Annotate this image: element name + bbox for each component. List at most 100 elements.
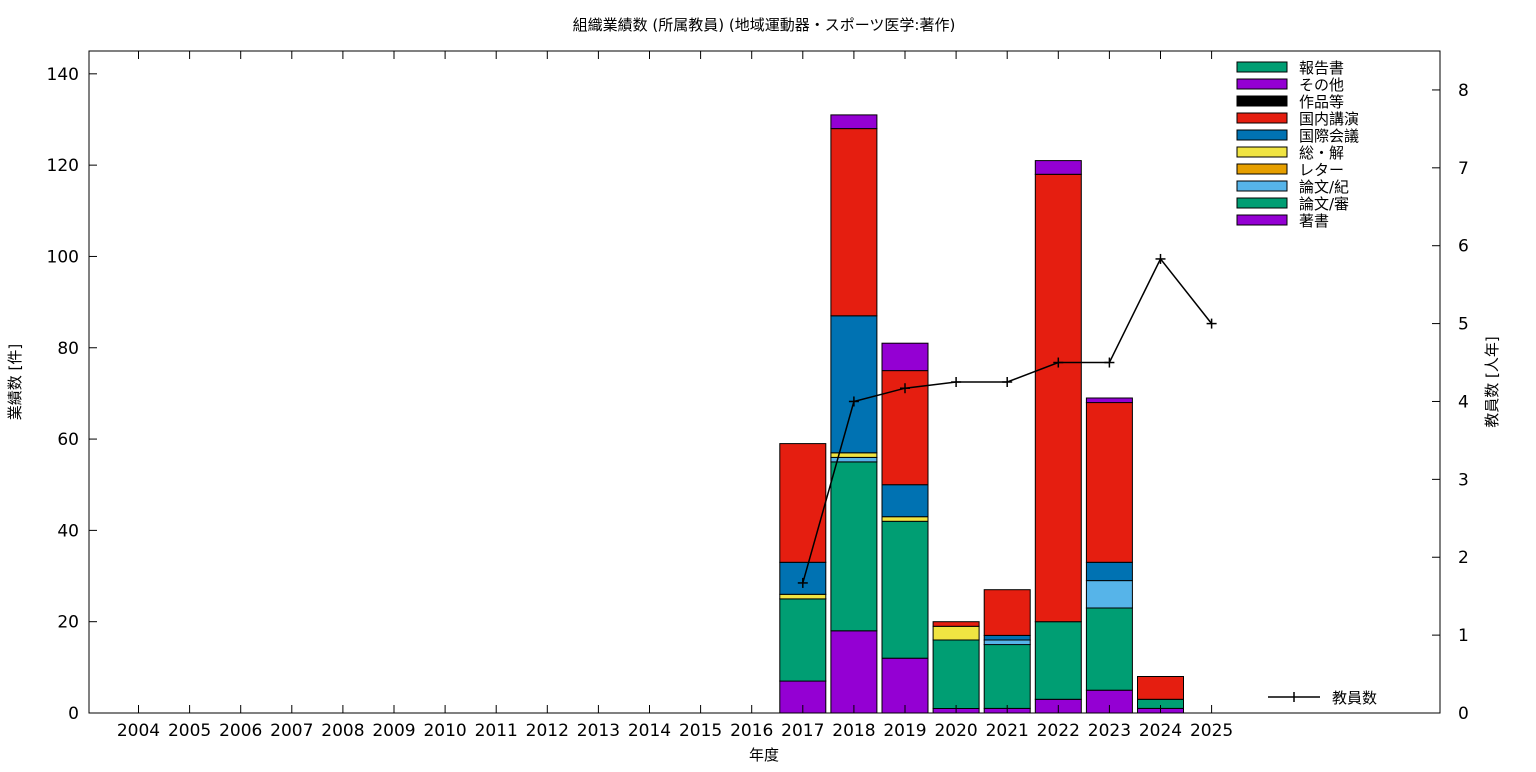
legend-label-0: 報告書: [1299, 59, 1344, 77]
axes-layer: 0 20 40 60 80 100 120 140 0 1 2 3 4 5 6 7 8 2004 2005 2006 2…: [47, 50, 1469, 741]
legend-swatch-8: [1236, 197, 1288, 209]
y-tick-label: 0: [68, 704, 79, 724]
x-tick-label: 2013: [577, 721, 620, 741]
bar-2018-series-6: [830, 128, 878, 317]
bar-2023-series-2: [1085, 580, 1133, 609]
legend-swatch-0: [1236, 61, 1288, 73]
x-tick-label: 2015: [679, 721, 722, 741]
legend-swatch-7: [1236, 180, 1288, 192]
x-tick-label: 2019: [883, 721, 926, 741]
line-layer: [797, 253, 1217, 588]
x-tick-label: 2009: [372, 721, 415, 741]
x-tick-label: 2010: [423, 721, 466, 741]
legend-swatch-4: [1236, 129, 1288, 141]
bar-2021-series-2: [983, 639, 1031, 646]
bar-2023-series-6: [1085, 402, 1133, 563]
chart-title: 組織業績数 (所属教員) (地域運動器・スポーツ医学:著作): [573, 16, 956, 34]
y-tick-label: 60: [57, 430, 79, 450]
teacher-count-point-2018: [848, 396, 859, 407]
bar-2020-series-1: [932, 639, 980, 709]
x-tick-label: 2011: [475, 721, 518, 741]
legend-label-9: 著書: [1299, 212, 1329, 230]
x-tick-label: 2008: [321, 721, 364, 741]
y2-tick-label: 3: [1458, 470, 1469, 490]
legend-swatch-5: [1236, 146, 1288, 158]
x-tick-label: 2020: [934, 721, 977, 741]
legend-label-5: 総・解: [1299, 144, 1344, 162]
y-axis-label: 業績数 [件]: [6, 344, 24, 420]
y2-axis-label: 教員数 [人年]: [1483, 336, 1501, 427]
teacher-count-point-2025: [1206, 318, 1217, 329]
y2-tick-label: 5: [1458, 315, 1469, 335]
x-tick-label: 2021: [986, 721, 1029, 741]
bar-2017-series-1: [779, 598, 827, 682]
legend-label-4: 国際会議: [1299, 127, 1359, 145]
teacher-count-point-2019: [900, 383, 910, 394]
legend-swatch-1: [1236, 78, 1288, 90]
legend-swatch-3: [1236, 112, 1288, 124]
bar-2021-series-5: [983, 634, 1031, 641]
x-tick-label: 2017: [781, 721, 824, 741]
bar-2019-series-1: [881, 520, 929, 659]
teacher-count-point-2017: [797, 577, 808, 588]
y-tick-label: 20: [57, 613, 79, 633]
bar-2019-series-5: [881, 484, 929, 518]
legend-label-8: 論文/審: [1299, 195, 1349, 213]
x-tick-label: 2024: [1139, 721, 1182, 741]
bar-2024-series-6: [1137, 676, 1184, 700]
x-tick-label: 2014: [628, 721, 671, 741]
teacher-count-point-2023: [1104, 357, 1115, 368]
y-tick-label: 80: [57, 339, 79, 359]
bar-2022-series-8: [1034, 160, 1082, 175]
legend-swatch-9: [1236, 214, 1288, 226]
x-tick-label: 2005: [168, 721, 211, 741]
bar-2023-series-5: [1085, 561, 1133, 582]
teacher-count-point-2020: [951, 377, 962, 387]
y2-tick-label: 1: [1458, 626, 1469, 646]
y-tick-label: 100: [47, 247, 79, 267]
x-tick-label: 2006: [219, 721, 262, 741]
y2-tick-label: 8: [1458, 81, 1469, 101]
bar-2017-series-6: [779, 443, 827, 563]
bar-2023-series-8: [1085, 397, 1133, 404]
x-tick-label: 2025: [1190, 721, 1233, 741]
y2-tick-label: 4: [1458, 392, 1469, 412]
bar-2020-series-6: [932, 621, 980, 627]
bar-2021-series-1: [983, 644, 1031, 709]
y2-tick-label: 0: [1458, 704, 1469, 724]
y2-tick-label: 2: [1458, 548, 1469, 568]
x-tick-label: 2023: [1088, 721, 1131, 741]
bar-2019-series-0: [881, 657, 929, 714]
bar-2019-series-8: [881, 342, 929, 372]
x-tick-label: 2018: [832, 721, 875, 741]
x-axis-label: 年度: [749, 746, 779, 764]
legend-label-7: 論文/紀: [1299, 178, 1349, 196]
y-tick-label: 40: [57, 521, 79, 541]
y-tick-label: 140: [47, 65, 79, 85]
bar-2018-series-0: [830, 630, 878, 714]
legend-label-1: その他: [1299, 76, 1344, 94]
bar-2022-series-6: [1034, 173, 1082, 623]
bar-2023-series-1: [1085, 607, 1133, 691]
teacher-count-point-2022: [1053, 357, 1064, 368]
x-tick-label: 2016: [730, 721, 773, 741]
bar-2018-series-8: [830, 114, 878, 130]
teacher-count-point-2024: [1155, 253, 1166, 264]
bar-2022-series-1: [1034, 621, 1082, 700]
legend-swatch-2: [1236, 95, 1288, 107]
legend-swatch-6: [1236, 163, 1288, 175]
x-tick-label: 2022: [1037, 721, 1080, 741]
teacher-count-point-2021: [1002, 377, 1013, 387]
bar-2018-series-5: [830, 315, 878, 454]
y2-tick-label: 7: [1458, 159, 1469, 179]
legend-label-3: 国内講演: [1299, 110, 1359, 128]
legend-label-line: 教員数: [1332, 689, 1377, 707]
bar-2020-series-4: [932, 625, 980, 641]
bar-2017-series-4: [779, 593, 827, 600]
plot-frame: [88, 50, 1441, 714]
x-tick-label: 2012: [526, 721, 569, 741]
x-tick-label: 2004: [117, 721, 160, 741]
